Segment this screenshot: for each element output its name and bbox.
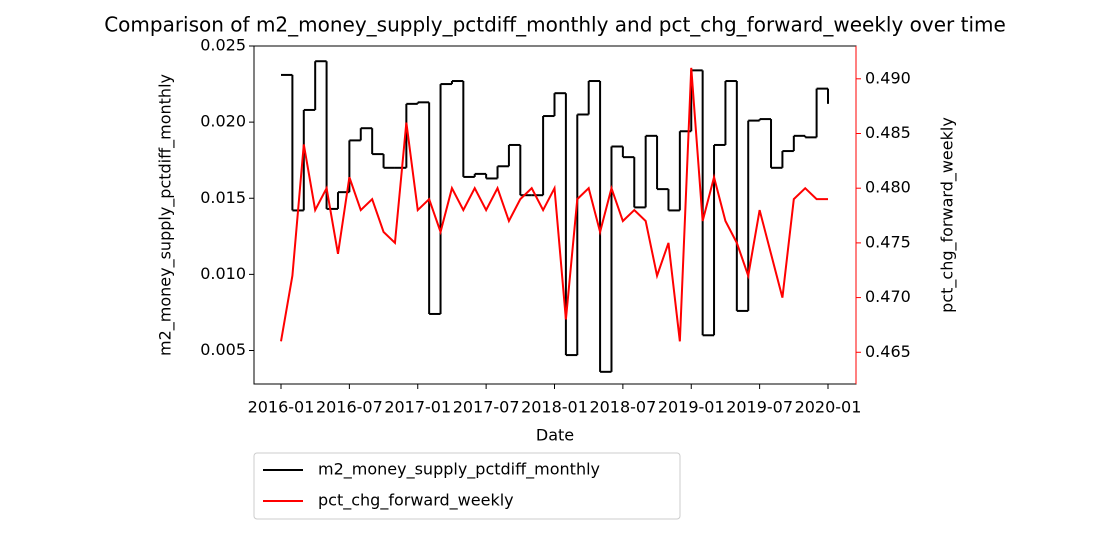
y2-tick-label: 0.470 — [865, 287, 911, 306]
legend-label: m2_money_supply_pctdiff_monthly — [318, 460, 600, 480]
y-tick-label: 0.005 — [200, 340, 246, 359]
y-tick-label: 0.010 — [200, 264, 246, 283]
y-axis-label: m2_money_supply_pctdiff_monthly — [156, 74, 176, 356]
x-tick-label: 2020-01 — [795, 398, 862, 417]
x-axis-label: Date — [536, 426, 574, 445]
chart-title: Comparison of m2_money_supply_pctdiff_mo… — [104, 13, 1006, 37]
y2-axis-label: pct_chg_forward_weekly — [938, 117, 958, 313]
x-tick-label: 2017-01 — [384, 398, 451, 417]
y-tick-label: 0.015 — [200, 188, 246, 207]
y-tick-label: 0.020 — [200, 112, 246, 131]
x-tick-label: 2019-07 — [726, 398, 793, 417]
y-tick-label: 0.025 — [200, 36, 246, 55]
x-tick-label: 2016-07 — [316, 398, 383, 417]
series-line — [280, 67, 828, 342]
x-tick-label: 2019-01 — [658, 398, 725, 417]
legend-box — [253, 452, 681, 520]
y2-tick-label: 0.475 — [865, 232, 911, 251]
y2-tick-label: 0.490 — [865, 68, 911, 87]
legend-label: pct_chg_forward_weekly — [318, 491, 514, 511]
y2-tick-label: 0.480 — [865, 178, 911, 197]
y2-tick-label: 0.485 — [865, 123, 911, 142]
x-tick-label: 2018-07 — [589, 398, 656, 417]
x-tick-label: 2016-01 — [248, 398, 315, 417]
x-tick-label: 2017-07 — [453, 398, 520, 417]
y2-tick-label: 0.465 — [865, 342, 911, 361]
x-tick-label: 2018-01 — [521, 398, 588, 417]
